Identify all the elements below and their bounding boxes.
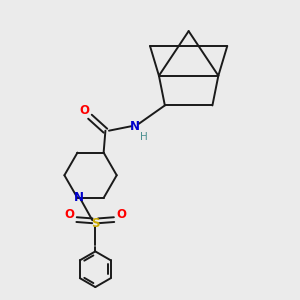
Text: N: N <box>130 120 140 133</box>
Text: O: O <box>64 208 74 221</box>
Text: O: O <box>116 208 126 221</box>
Text: H: H <box>140 132 148 142</box>
Text: S: S <box>91 217 100 230</box>
Text: N: N <box>74 191 84 204</box>
Text: O: O <box>80 104 90 117</box>
